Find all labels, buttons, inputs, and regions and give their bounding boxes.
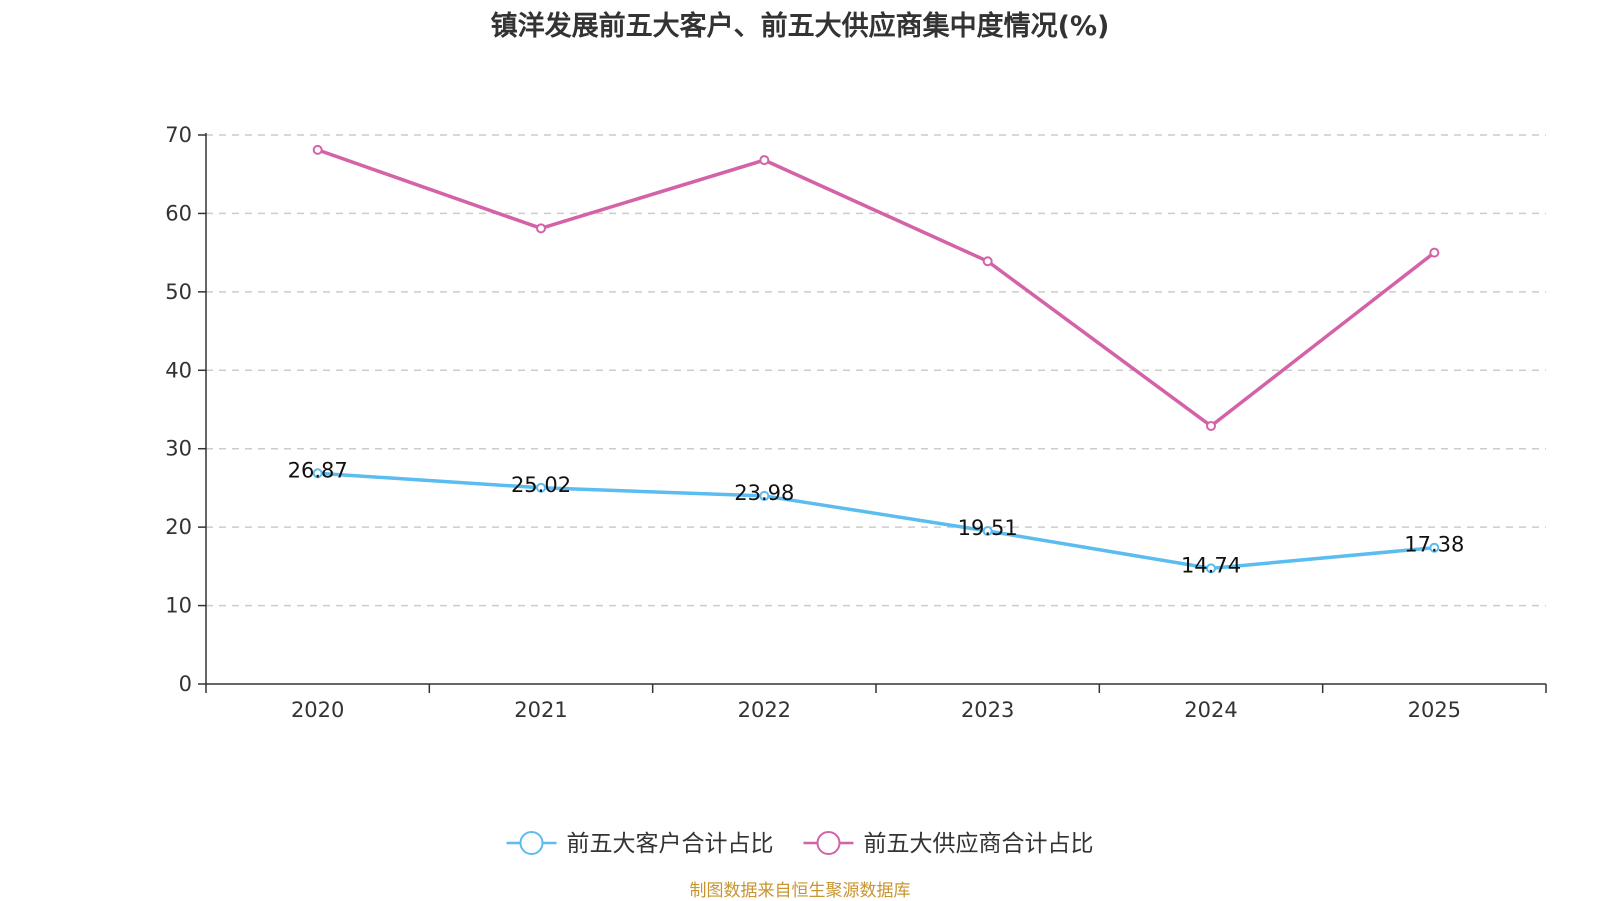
data-point	[312, 144, 323, 155]
data-point	[1206, 563, 1216, 574]
y-tick-label: 70	[165, 123, 192, 147]
y-axis-ticks: 0 10 20 30 40 50 60 70	[165, 123, 206, 696]
data-label: 19.51	[958, 516, 1018, 540]
data-point	[982, 256, 993, 267]
x-tick-label: 2023	[961, 698, 1014, 722]
data-point	[312, 468, 323, 479]
data-point	[1429, 542, 1440, 553]
y-tick-label: 30	[165, 437, 192, 461]
y-tick-label: 10	[165, 594, 192, 618]
data-point	[536, 223, 546, 234]
x-tick-label: 2025	[1408, 698, 1461, 722]
data-point	[982, 525, 993, 536]
x-tick-label: 2022	[738, 698, 791, 722]
y-tick-label: 50	[165, 280, 192, 304]
data-label: 23.98	[734, 481, 794, 505]
grid-lines	[206, 134, 1546, 607]
y-tick-label: 40	[165, 358, 192, 382]
y-tick-label: 60	[165, 201, 192, 225]
data-label: 14.74	[1181, 553, 1241, 577]
legend-label-1: 前五大客户合计占比	[567, 831, 774, 857]
y-tick-label: 20	[165, 515, 192, 539]
data-point	[1429, 247, 1440, 258]
x-tick-label: 2020	[291, 698, 344, 722]
data-label: 26.87	[288, 458, 348, 482]
series-line-2	[317, 148, 1436, 428]
axes	[205, 133, 1546, 685]
series-line-1	[317, 471, 1435, 571]
y-tick-label: 0	[179, 672, 192, 696]
data-point	[536, 482, 546, 493]
x-tick-label: 2024	[1184, 698, 1237, 722]
legend-marker	[519, 831, 544, 855]
legend-label-2: 前五大供应商合计占比	[864, 831, 1094, 857]
data-point	[759, 490, 770, 501]
x-axis-ticks: 2020 2021 2022 2023 2024 2025	[205, 684, 1547, 722]
legend-marker	[816, 831, 841, 855]
legend: 前五大客户合计占比 前五大供应商合计占比	[506, 831, 1094, 857]
chart-title: 镇洋发展前五大客户、前五大供应商集中度情况(%)	[490, 11, 1110, 42]
data-label: 17.38	[1404, 533, 1464, 557]
source-note: 制图数据来自恒生聚源数据库	[689, 881, 911, 901]
data-point	[759, 155, 770, 166]
x-tick-label: 2021	[514, 698, 567, 722]
data-point	[1206, 420, 1216, 431]
data-label: 25.02	[511, 473, 571, 497]
data-labels: 26.87 25.02 23.98 19.51 14.74 17.38	[288, 458, 1465, 577]
series-lines	[312, 144, 1440, 574]
